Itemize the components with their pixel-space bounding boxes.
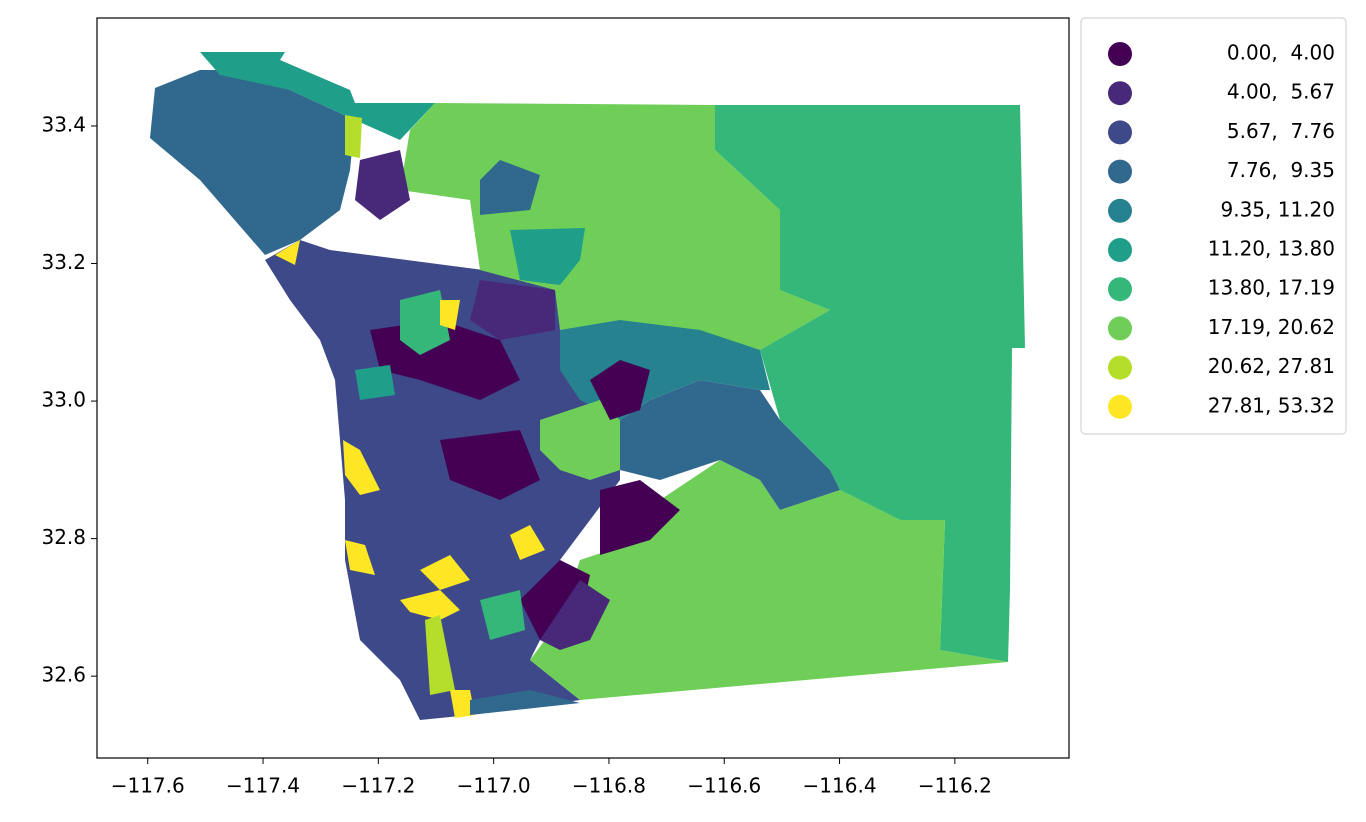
region (440, 430, 540, 500)
legend-label: 0.00, 4.00 (1221, 41, 1336, 65)
region (345, 115, 362, 158)
map (150, 52, 1025, 720)
region (420, 555, 470, 590)
region (470, 280, 555, 340)
region (150, 70, 355, 255)
region (275, 240, 300, 265)
legend-label: 7.76, 9.35 (1221, 158, 1336, 182)
x-tick-label: −116.4 (803, 774, 877, 798)
region (355, 365, 395, 400)
legend-label: 4.00, 5.67 (1221, 80, 1336, 104)
x-tick-label: −117.2 (341, 774, 415, 798)
legend-label: 27.81, 53.32 (1208, 393, 1335, 417)
region (480, 590, 525, 640)
region (450, 690, 475, 718)
legend-marker (1108, 355, 1132, 380)
region (600, 480, 680, 555)
legend-label: 11.20, 13.80 (1208, 237, 1335, 261)
plot-frame (96, 17, 1070, 759)
x-tick-label: −116.6 (687, 774, 761, 798)
region (620, 380, 840, 510)
legend-marker (1108, 277, 1132, 302)
y-tick-label: 33.2 (41, 250, 86, 274)
y-tick-label: 33.4 (41, 112, 86, 136)
legend-marker (1108, 42, 1132, 66)
region (400, 290, 450, 355)
legend-marker (1108, 316, 1132, 341)
region (345, 540, 375, 575)
region (355, 150, 410, 220)
legend-marker (1108, 159, 1132, 184)
region (440, 300, 460, 330)
region (715, 105, 1025, 662)
region (400, 590, 460, 620)
y-tick-label: 32.8 (41, 525, 86, 549)
legend-label: 17.19, 20.62 (1208, 315, 1335, 339)
region (510, 525, 545, 560)
y-tick-label: 33.0 (41, 388, 86, 412)
x-tick-label: −116.2 (918, 774, 992, 798)
legend-label: 9.35, 11.20 (1214, 197, 1335, 221)
legend-marker (1108, 238, 1132, 262)
region (540, 400, 620, 480)
region (343, 440, 380, 495)
region (590, 360, 650, 420)
legend-marker (1108, 81, 1132, 106)
legend-marker (1108, 198, 1132, 223)
x-tick-label: −116.8 (572, 774, 646, 798)
y-tick-label: 32.6 (41, 663, 86, 687)
region (510, 228, 585, 285)
legend-label: 13.80, 17.19 (1208, 276, 1335, 300)
x-tick-label: −117.4 (226, 774, 300, 798)
region (540, 580, 610, 650)
legend-label: 5.67, 7.76 (1221, 119, 1336, 143)
region (480, 160, 540, 215)
region (425, 615, 455, 695)
x-tick-label: −117.0 (457, 774, 531, 798)
region (470, 690, 580, 715)
legend-marker (1108, 120, 1132, 145)
legend-label: 20.62, 27.81 (1208, 354, 1335, 378)
region (200, 52, 435, 140)
legend-marker (1108, 394, 1132, 419)
legend-frame (1080, 17, 1347, 435)
x-tick-label: −117.6 (111, 774, 185, 798)
region (530, 460, 1008, 700)
